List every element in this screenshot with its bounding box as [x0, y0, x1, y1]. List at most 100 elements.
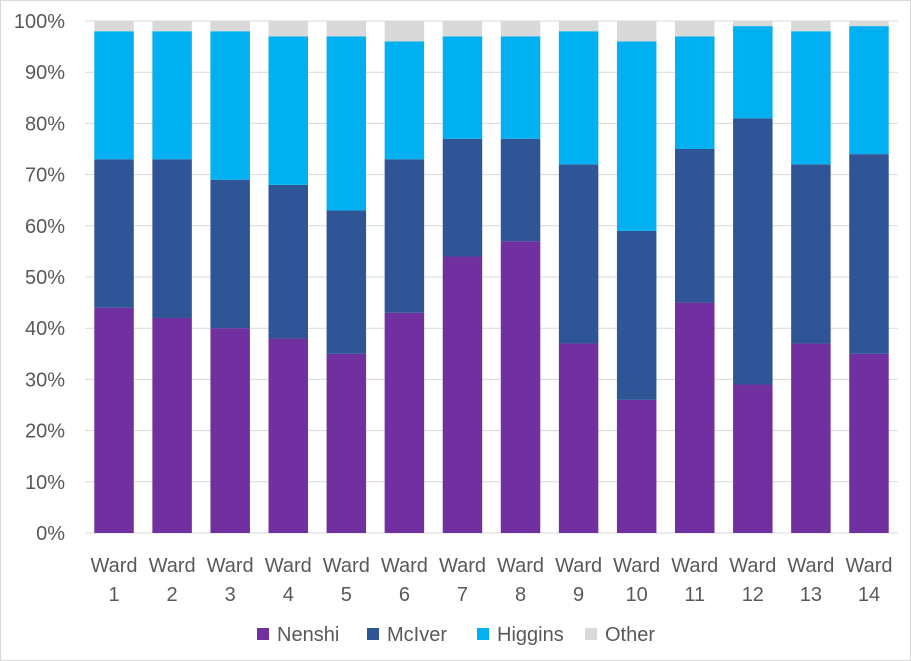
y-tick-label: 10% — [25, 472, 65, 494]
bar-stack-13 — [791, 21, 831, 533]
legend-label: Other — [605, 624, 655, 646]
legend-item-mciver: McIver — [367, 624, 447, 646]
bar-segment-higgins-11 — [675, 36, 715, 149]
bar-segment-higgins-1 — [94, 31, 134, 160]
bar-segment-nenshi-11 — [675, 302, 715, 533]
bar-segment-higgins-14 — [849, 26, 889, 155]
bar-stack-6 — [384, 21, 425, 533]
x-category-label: Ward 8 — [497, 555, 544, 606]
bar-segment-higgins-5 — [326, 36, 367, 211]
legend-item-other: Other — [585, 624, 655, 646]
legend-label: Higgins — [497, 624, 564, 646]
y-tick-label: 0% — [36, 523, 65, 545]
legend-item-nenshi: Nenshi — [257, 624, 339, 646]
bar-segment-nenshi-5 — [326, 353, 367, 533]
y-tick-label: 100% — [14, 11, 65, 33]
bar-stack-2 — [152, 21, 192, 533]
bar-segment-other-5 — [326, 21, 367, 37]
bar-segment-higgins-7 — [442, 36, 483, 139]
bar-stack-9 — [558, 21, 599, 533]
y-tick-label: 40% — [25, 318, 65, 340]
y-tick-label: 90% — [25, 62, 65, 84]
bar-stack-11 — [675, 21, 715, 533]
bar-segment-nenshi-1 — [94, 307, 134, 533]
bar-segment-higgins-6 — [384, 41, 425, 160]
y-tick-label: 30% — [25, 369, 65, 391]
bar-segment-other-14 — [849, 21, 889, 27]
bar-segment-mciver-4 — [268, 184, 308, 339]
bar-segment-higgins-8 — [500, 36, 541, 139]
y-tick-label: 50% — [25, 267, 65, 289]
legend-swatch — [477, 628, 489, 640]
bar-segment-higgins-2 — [152, 31, 192, 160]
bar-segment-mciver-12 — [733, 118, 773, 385]
x-category-label: Ward 13 — [787, 555, 834, 606]
y-tick-label: 20% — [25, 421, 65, 443]
bar-segment-other-6 — [384, 21, 425, 42]
bar-segment-other-2 — [152, 21, 192, 32]
bar-stack-8 — [500, 21, 541, 533]
x-category-label: Ward 4 — [265, 555, 312, 606]
x-category-label: Ward 6 — [381, 555, 428, 606]
bar-segment-nenshi-2 — [152, 317, 192, 533]
bar-segment-other-3 — [210, 21, 250, 32]
x-category-label: Ward 10 — [613, 555, 660, 606]
bar-segment-other-13 — [791, 21, 831, 32]
bar-segment-nenshi-13 — [791, 343, 831, 533]
bar-segment-mciver-9 — [558, 164, 599, 344]
legend-label: Nenshi — [277, 624, 339, 646]
y-tick-label: 80% — [25, 113, 65, 135]
bar-segment-higgins-13 — [791, 31, 831, 165]
bar-stack-10 — [616, 21, 657, 533]
bar-segment-nenshi-9 — [558, 343, 599, 533]
bars — [94, 21, 889, 533]
bar-segment-mciver-6 — [384, 159, 425, 313]
legend-item-higgins: Higgins — [477, 624, 564, 646]
x-category-label: Ward 7 — [439, 555, 486, 606]
bar-segment-higgins-9 — [558, 31, 599, 165]
bar-segment-higgins-12 — [733, 26, 773, 119]
bar-segment-other-7 — [442, 21, 483, 37]
gridlines — [85, 20, 898, 534]
x-category-label: Ward 12 — [729, 555, 776, 606]
bar-segment-other-4 — [268, 21, 308, 37]
bar-segment-other-1 — [94, 21, 134, 32]
bar-segment-nenshi-3 — [210, 328, 250, 533]
bar-segment-mciver-14 — [849, 154, 889, 354]
x-category-label: Ward 1 — [91, 555, 138, 606]
bar-stack-7 — [442, 21, 483, 533]
y-axis-tick-labels: 0% 10% 20% 30% 40% 50% 60% 70% 80% 90% 100% — [14, 11, 65, 545]
bar-segment-mciver-7 — [442, 138, 483, 257]
bar-segment-nenshi-6 — [384, 312, 425, 533]
y-tick-label: 60% — [25, 216, 65, 238]
bar-segment-mciver-5 — [326, 210, 367, 354]
bar-segment-nenshi-7 — [442, 256, 483, 533]
bar-segment-nenshi-14 — [849, 353, 889, 533]
legend-swatch — [585, 628, 597, 640]
bar-segment-other-10 — [616, 21, 657, 42]
bar-stack-1 — [94, 21, 134, 533]
x-category-label: Ward 14 — [845, 555, 892, 606]
x-category-label: Ward 9 — [555, 555, 602, 606]
bar-segment-mciver-8 — [500, 138, 541, 242]
bar-segment-other-11 — [675, 21, 715, 37]
legend-swatch — [367, 628, 379, 640]
legend-label: McIver — [387, 624, 447, 646]
bar-segment-mciver-10 — [616, 230, 657, 400]
bar-segment-other-12 — [733, 21, 773, 27]
y-tick-label: 70% — [25, 165, 65, 187]
x-category-label: Ward 11 — [671, 555, 718, 606]
bar-stack-3 — [210, 21, 250, 533]
x-category-label: Ward 3 — [207, 555, 254, 606]
bar-stack-12 — [733, 21, 773, 533]
bar-segment-mciver-3 — [210, 179, 250, 329]
bar-stack-14 — [849, 21, 889, 533]
bar-segment-mciver-2 — [152, 159, 192, 318]
bar-segment-other-8 — [500, 21, 541, 37]
bar-segment-higgins-3 — [210, 31, 250, 180]
bar-segment-mciver-11 — [675, 149, 715, 303]
x-category-label: Ward 2 — [149, 555, 196, 606]
x-category-label: Ward 5 — [323, 555, 370, 606]
